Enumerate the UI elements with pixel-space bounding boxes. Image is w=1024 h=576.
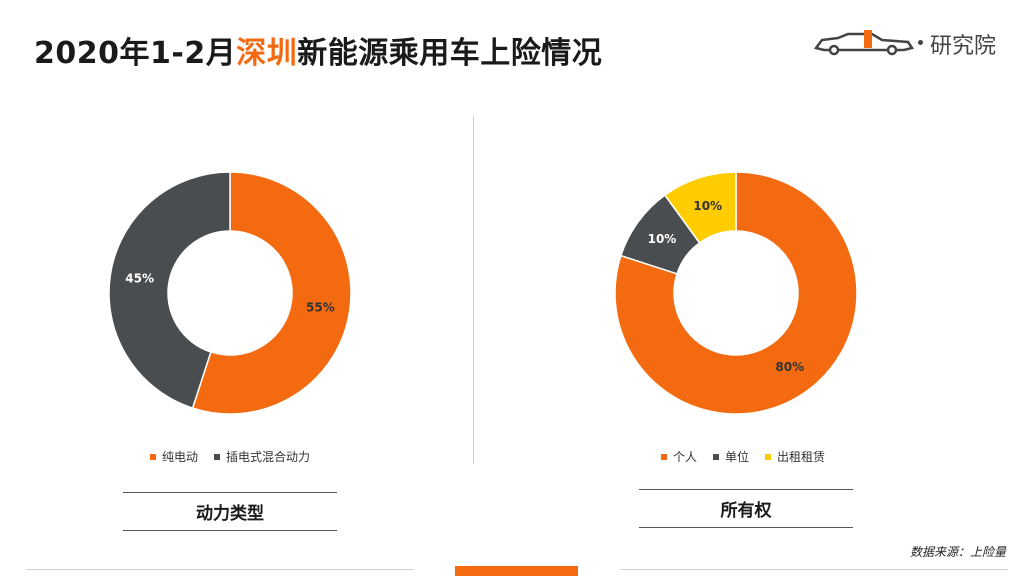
legend-item-1-1: 单位 xyxy=(713,448,749,465)
title-prefix: 2020年1-2月 xyxy=(34,36,237,71)
brand-logo: 研究院 xyxy=(812,26,1012,59)
donut-chart-ownership: 80% 10% 10% xyxy=(614,171,858,415)
legend-swatch xyxy=(214,453,221,460)
legend-swatch xyxy=(150,453,156,460)
legend-item-0-1: 插电式混合动力 xyxy=(214,448,310,465)
slice-value-label-1-1: 10% xyxy=(648,232,677,246)
legend-item-0-0: 纯电动 xyxy=(150,448,198,465)
logo-separator-dot xyxy=(918,40,923,45)
legend-item-1-0: 个人 xyxy=(661,448,697,465)
slice-value-label-1-2: 10% xyxy=(693,199,722,213)
footer-accent-bar xyxy=(455,566,578,576)
legend-label: 纯电动 xyxy=(162,450,199,464)
title-highlight: 深圳 xyxy=(236,36,298,71)
slice-value-label-0-1: 45% xyxy=(125,272,154,286)
legend-ownership: 个人 单位 出租租赁 xyxy=(661,448,825,465)
donut-slice-0-0 xyxy=(191,171,352,415)
caption-power-type: 动力类型 xyxy=(123,492,337,531)
page-title: 2020年1-2月深圳新能源乘用车上险情况 xyxy=(34,28,602,72)
footer-line-left xyxy=(26,569,414,570)
donut-slice-1-2 xyxy=(663,171,737,244)
legend-label: 个人 xyxy=(673,450,698,464)
donut-chart-power-type: 55% 45% xyxy=(108,171,352,415)
legend-label: 插电式混合动力 xyxy=(226,450,311,464)
data-source-note: 数据来源：上险量 xyxy=(909,545,1006,559)
logo-text: 研究院 xyxy=(930,34,997,59)
slice-value-label-0-0: 55% xyxy=(306,300,335,314)
legend-label: 出租租赁 xyxy=(777,450,826,464)
legend-label: 单位 xyxy=(725,450,750,464)
legend-swatch xyxy=(713,453,720,460)
legend-item-1-2: 出租租赁 xyxy=(765,448,825,465)
legend-power-type: 纯电动 插电式混合动力 xyxy=(150,448,310,465)
title-suffix: 新能源乘用车上险情况 xyxy=(297,36,603,71)
caption-ownership: 所有权 xyxy=(639,489,853,528)
vertical-divider xyxy=(473,116,474,464)
donut-slice-0-1 xyxy=(108,171,231,410)
donut-slice-1-0 xyxy=(614,171,858,415)
slice-value-label-1-0: 80% xyxy=(775,360,804,374)
legend-swatch xyxy=(661,453,667,460)
car-logo-icon xyxy=(813,30,915,56)
footer-line-right xyxy=(620,569,1008,570)
legend-swatch xyxy=(765,453,772,460)
